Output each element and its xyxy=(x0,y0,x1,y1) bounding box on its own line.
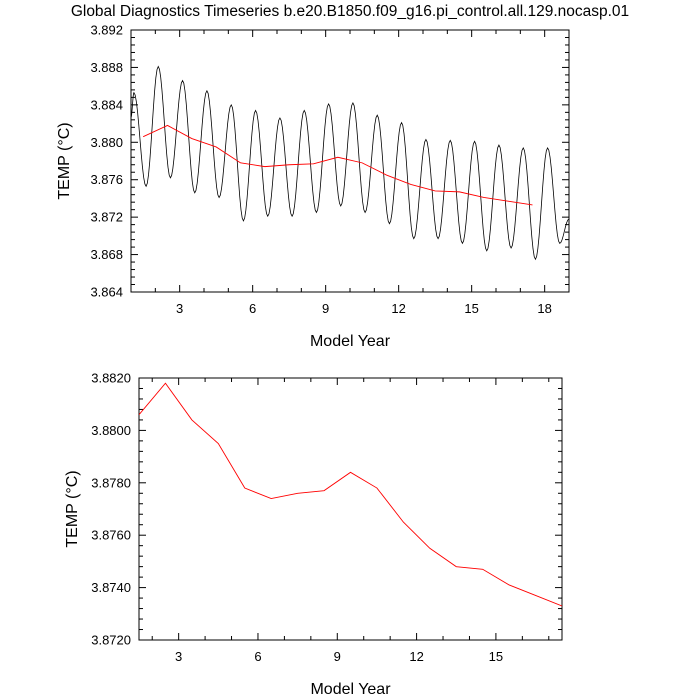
figure-title: Global Diagnostics Timeseries b.e20.B185… xyxy=(71,3,629,20)
top-y-axis-label: TEMP (°C) xyxy=(56,122,73,199)
x-tick-label: 12 xyxy=(391,301,405,316)
x-tick-label: 3 xyxy=(175,649,182,664)
y-tick-label: 3.8820 xyxy=(91,371,131,386)
x-tick-label: 9 xyxy=(322,301,329,316)
y-tick-label: 3.8720 xyxy=(91,633,131,648)
y-tick-label: 3.8740 xyxy=(91,580,131,595)
top-series xyxy=(131,65,569,261)
y-tick-label: 3.888 xyxy=(90,60,123,75)
y-tick-label: 3.868 xyxy=(90,247,123,262)
bottom-x-tick-labels: 3 6 9 12 15 xyxy=(175,649,503,664)
series-line-monthly xyxy=(131,65,569,261)
y-tick-label: 3.8800 xyxy=(91,423,131,438)
y-tick-label: 3.872 xyxy=(90,210,123,225)
x-tick-label: 12 xyxy=(409,649,423,664)
bottom-y-axis-label: TEMP (°C) xyxy=(64,470,81,547)
top-y-tick-labels: 3.864 3.868 3.872 3.876 3.880 3.884 3.888 3.892 xyxy=(90,23,123,300)
bottom-plot-frame xyxy=(138,377,563,641)
bottom-axis-ticks xyxy=(139,377,562,641)
y-tick-label: 3.8780 xyxy=(91,475,131,490)
x-tick-label: 6 xyxy=(254,649,261,664)
x-tick-label: 15 xyxy=(489,649,503,664)
bottom-panel: 3 6 9 12 15 3.87203.87403.87603.87803.88003.… xyxy=(64,371,563,698)
top-x-tick-labels: 3 6 9 12 15 18 xyxy=(176,301,552,316)
x-tick-label: 6 xyxy=(249,301,256,316)
x-tick-label: 9 xyxy=(334,649,341,664)
y-tick-label: 3.876 xyxy=(90,172,123,187)
series-line-annual xyxy=(142,124,533,206)
x-tick-label: 15 xyxy=(464,301,478,316)
top-panel: 3 6 9 12 15 18 3.864 3.868 3.872 3.876 3.880 3.884… xyxy=(56,23,570,350)
y-tick-label: 3.884 xyxy=(90,97,123,112)
bottom-y-tick-labels: 3.8720 3.8740 3.8760 3.8780 3.8800 3.8820 xyxy=(91,371,131,648)
x-tick-label: 18 xyxy=(537,301,551,316)
top-x-axis-label: Model Year xyxy=(310,333,391,350)
y-tick-label: 3.880 xyxy=(90,135,123,150)
x-tick-label: 3 xyxy=(176,301,183,316)
y-tick-label: 3.864 xyxy=(90,285,123,300)
bottom-x-axis-label: Model Year xyxy=(310,681,391,698)
top-plot-frame xyxy=(130,29,570,293)
y-tick-label: 3.892 xyxy=(90,23,123,38)
series-line-annual xyxy=(139,382,562,607)
top-axis-ticks xyxy=(130,29,570,293)
y-tick-label: 3.8760 xyxy=(91,528,131,543)
bottom-series xyxy=(139,382,562,607)
